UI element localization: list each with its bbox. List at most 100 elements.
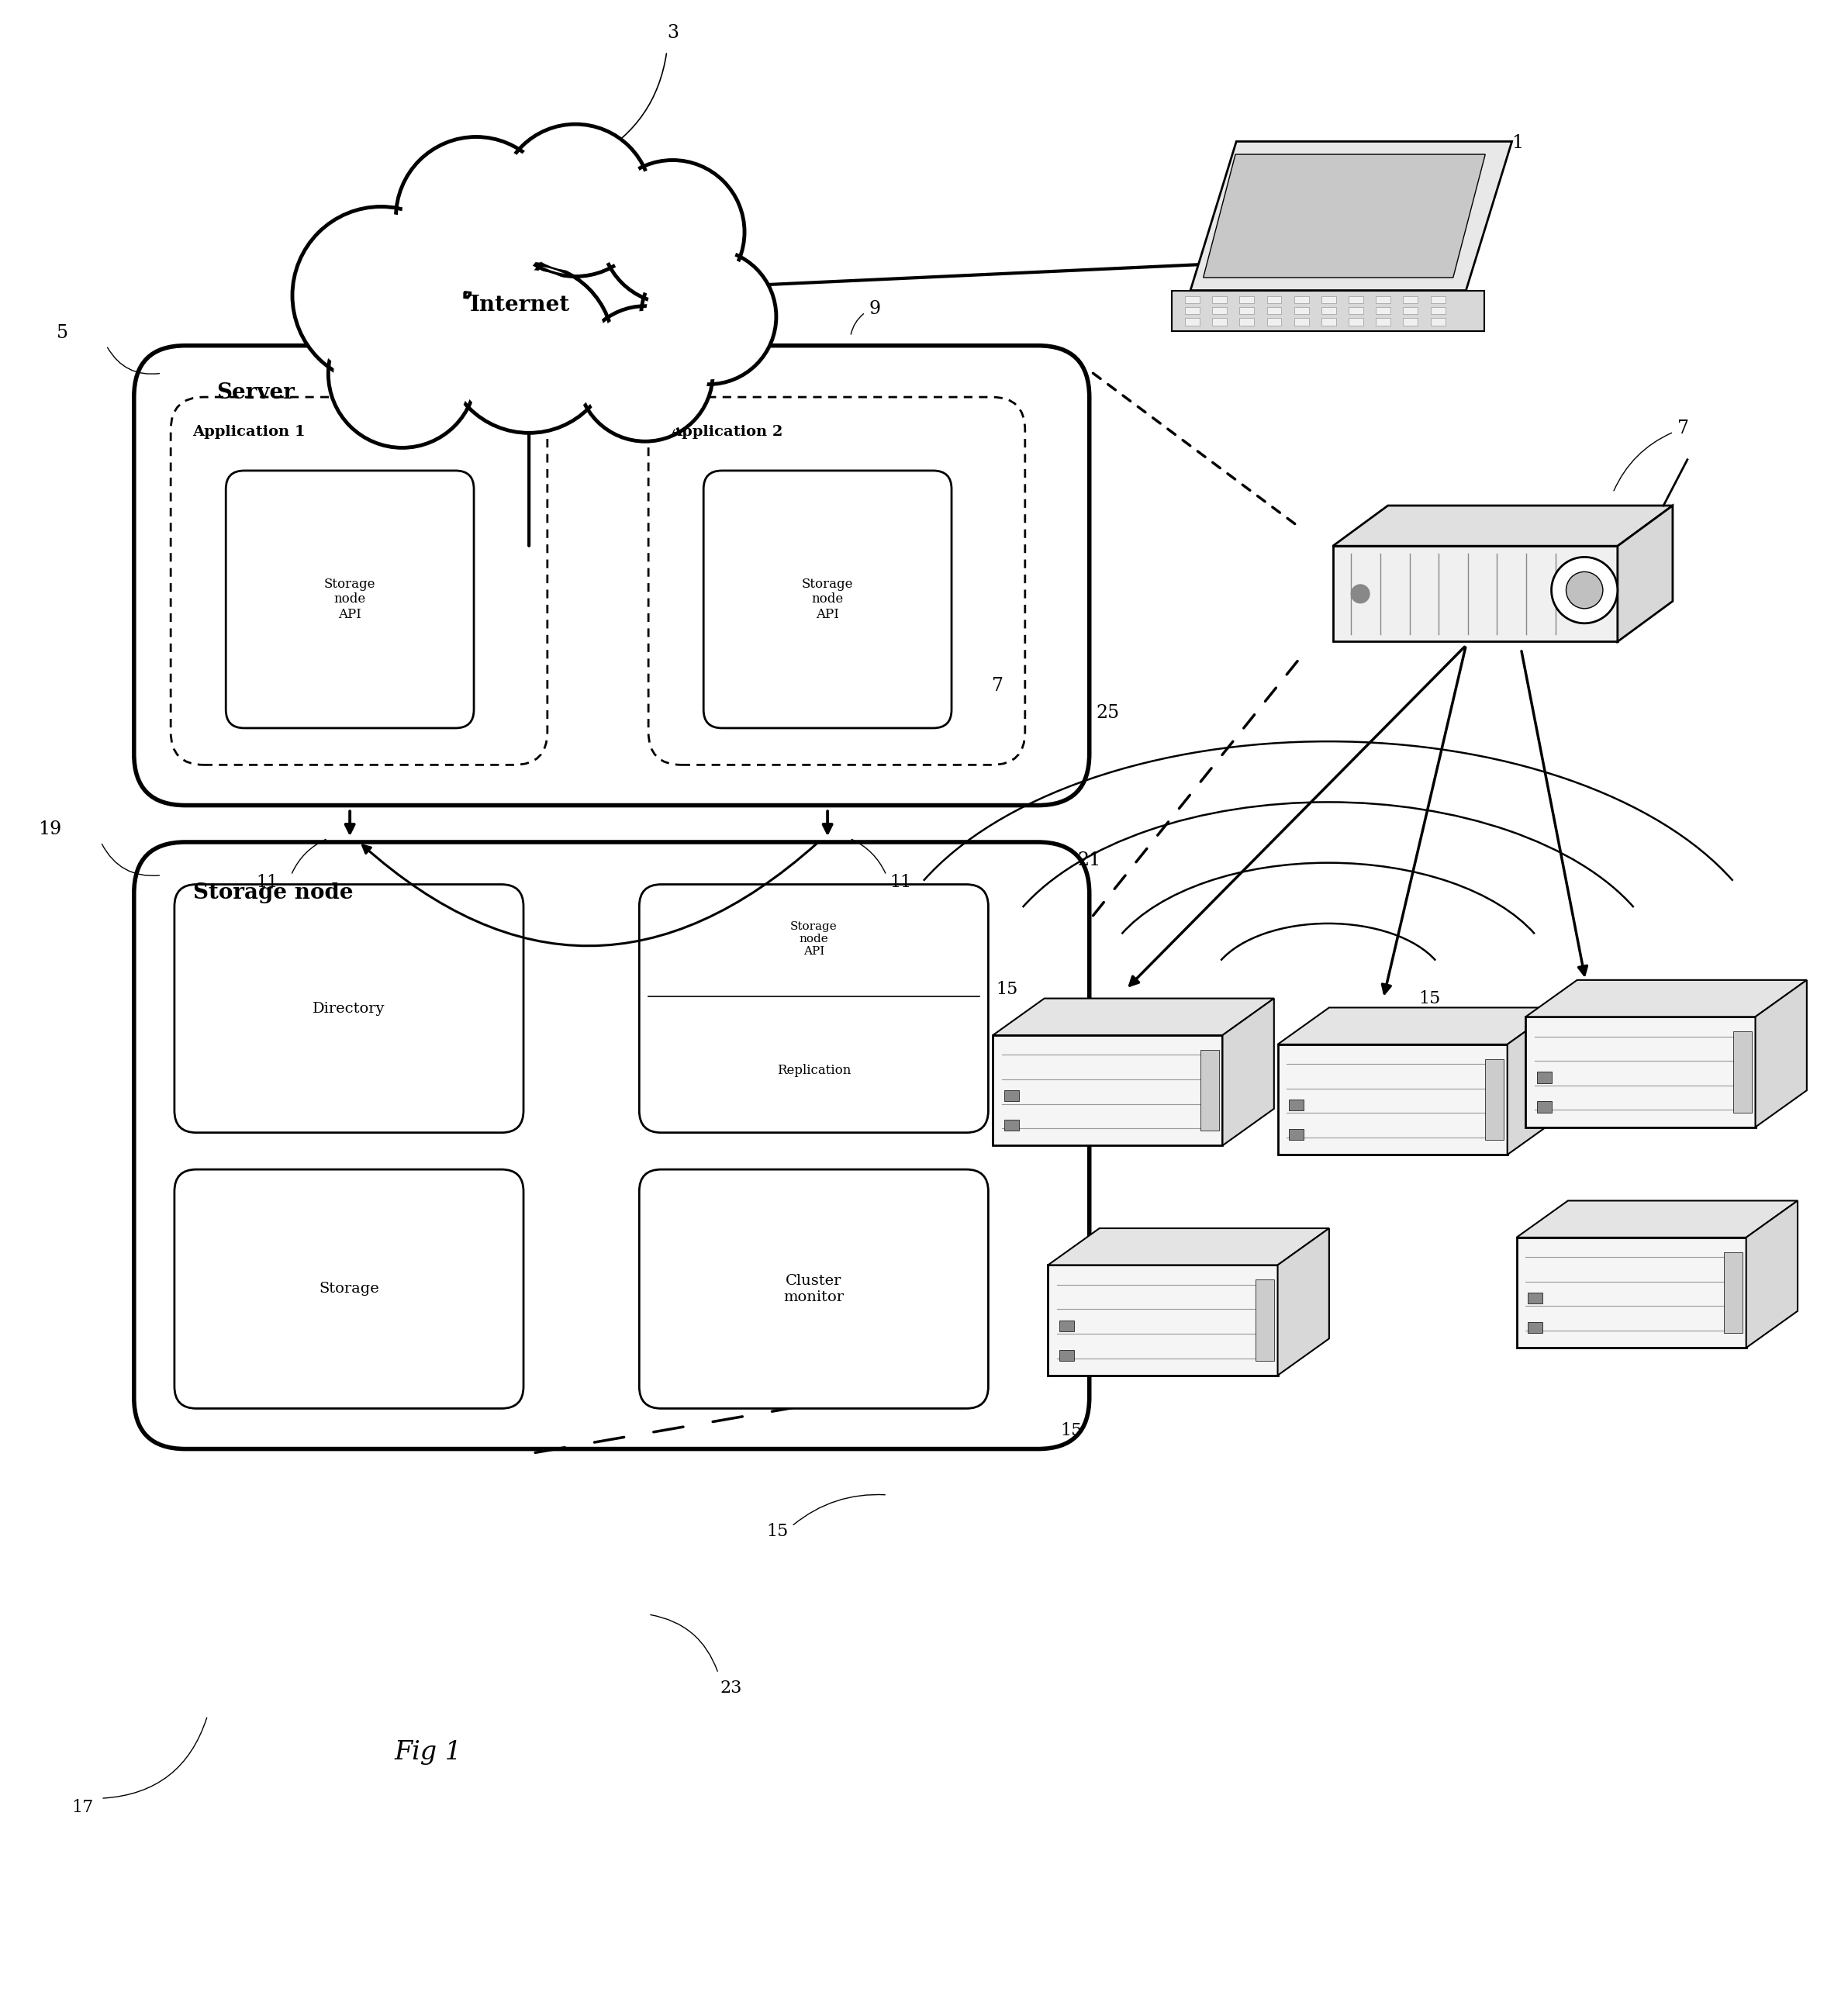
Text: Storage
node
API: Storage node API	[802, 578, 854, 622]
Text: 15: 15	[767, 1523, 787, 1541]
Text: 9: 9	[869, 299, 881, 317]
FancyBboxPatch shape	[174, 885, 523, 1133]
Bar	[1486, 1059, 1504, 1139]
Text: 17: 17	[72, 1799, 94, 1815]
Bar	[1212, 319, 1227, 325]
Bar	[1528, 1322, 1543, 1334]
FancyBboxPatch shape	[704, 471, 952, 728]
Bar	[1240, 307, 1255, 315]
Polygon shape	[1332, 506, 1672, 546]
Text: 15: 15	[1061, 1422, 1081, 1438]
Text: Replication: Replication	[776, 1063, 850, 1077]
Bar	[1526, 1017, 1756, 1127]
Polygon shape	[1746, 1202, 1798, 1348]
Polygon shape	[1277, 1007, 1558, 1045]
Bar	[1172, 291, 1484, 331]
Bar	[1517, 1238, 1746, 1348]
Bar	[1294, 307, 1308, 315]
Circle shape	[445, 263, 614, 433]
Circle shape	[1565, 572, 1602, 608]
Bar	[1212, 297, 1227, 303]
Bar	[1349, 297, 1364, 303]
FancyBboxPatch shape	[170, 397, 547, 764]
Text: 25: 25	[1096, 704, 1120, 722]
Bar	[1294, 319, 1308, 325]
Bar	[1288, 1099, 1303, 1111]
Bar	[1403, 307, 1417, 315]
Polygon shape	[1617, 506, 1672, 642]
Text: 19: 19	[39, 820, 63, 839]
Circle shape	[647, 255, 771, 379]
Circle shape	[395, 136, 556, 297]
Text: Storage
node
API: Storage node API	[791, 921, 837, 957]
Text: 15: 15	[1417, 989, 1440, 1007]
Bar	[1403, 319, 1417, 325]
Polygon shape	[1190, 142, 1512, 291]
Bar	[1059, 1350, 1074, 1360]
Text: 15: 15	[1748, 1210, 1770, 1228]
Bar	[1321, 297, 1336, 303]
Text: Storage node: Storage node	[192, 883, 353, 903]
Bar	[1201, 1049, 1220, 1131]
Polygon shape	[992, 999, 1273, 1035]
FancyBboxPatch shape	[174, 1169, 523, 1408]
Bar	[1724, 1252, 1743, 1334]
Polygon shape	[1203, 154, 1486, 277]
Bar	[1403, 297, 1417, 303]
Bar	[1185, 307, 1199, 315]
Text: 11: 11	[891, 875, 913, 891]
Text: 23: 23	[721, 1679, 743, 1697]
Bar	[1266, 307, 1281, 315]
FancyBboxPatch shape	[135, 843, 1088, 1448]
Text: Storage: Storage	[320, 1282, 379, 1296]
Text: 3: 3	[667, 24, 678, 42]
Polygon shape	[1223, 999, 1273, 1145]
Bar	[1212, 307, 1227, 315]
Text: 21: 21	[1077, 853, 1101, 869]
Bar	[1538, 1101, 1552, 1113]
Text: 7: 7	[1678, 419, 1689, 437]
Bar	[1003, 1091, 1018, 1101]
Bar	[992, 1035, 1223, 1145]
FancyBboxPatch shape	[639, 1169, 989, 1408]
Bar	[1349, 307, 1364, 315]
FancyBboxPatch shape	[225, 471, 473, 728]
Circle shape	[329, 299, 477, 447]
FancyBboxPatch shape	[639, 885, 989, 1133]
Circle shape	[601, 160, 745, 305]
Circle shape	[451, 271, 606, 425]
Bar	[1185, 319, 1199, 325]
Text: 15: 15	[1757, 981, 1780, 997]
Text: Storage
node
API: Storage node API	[323, 578, 375, 622]
Text: Directory: Directory	[312, 1001, 384, 1015]
Bar	[1059, 1320, 1074, 1332]
Bar	[1430, 319, 1445, 325]
Text: Server: Server	[216, 383, 296, 403]
Bar	[1377, 297, 1392, 303]
Text: Cluster
monitor: Cluster monitor	[784, 1274, 845, 1304]
Polygon shape	[1526, 981, 1807, 1017]
Text: Application 1: Application 1	[192, 425, 305, 439]
Bar	[1430, 297, 1445, 303]
Bar	[1003, 1119, 1018, 1131]
Bar	[1240, 297, 1255, 303]
Bar	[1733, 1031, 1752, 1113]
Bar	[1294, 297, 1308, 303]
FancyBboxPatch shape	[649, 397, 1026, 764]
Bar	[1288, 1129, 1303, 1139]
Bar	[1255, 1280, 1273, 1360]
Bar	[1349, 319, 1364, 325]
Text: 5: 5	[57, 325, 68, 341]
Polygon shape	[1508, 1007, 1558, 1155]
Circle shape	[506, 130, 645, 271]
Circle shape	[334, 305, 469, 441]
Polygon shape	[1517, 1202, 1798, 1238]
Bar	[1321, 307, 1336, 315]
Text: 15: 15	[996, 981, 1018, 997]
Bar	[1277, 1045, 1508, 1155]
Polygon shape	[1277, 1228, 1329, 1376]
Polygon shape	[1048, 1228, 1329, 1266]
Bar	[1430, 307, 1445, 315]
Circle shape	[1351, 584, 1369, 604]
Bar	[1377, 307, 1392, 315]
